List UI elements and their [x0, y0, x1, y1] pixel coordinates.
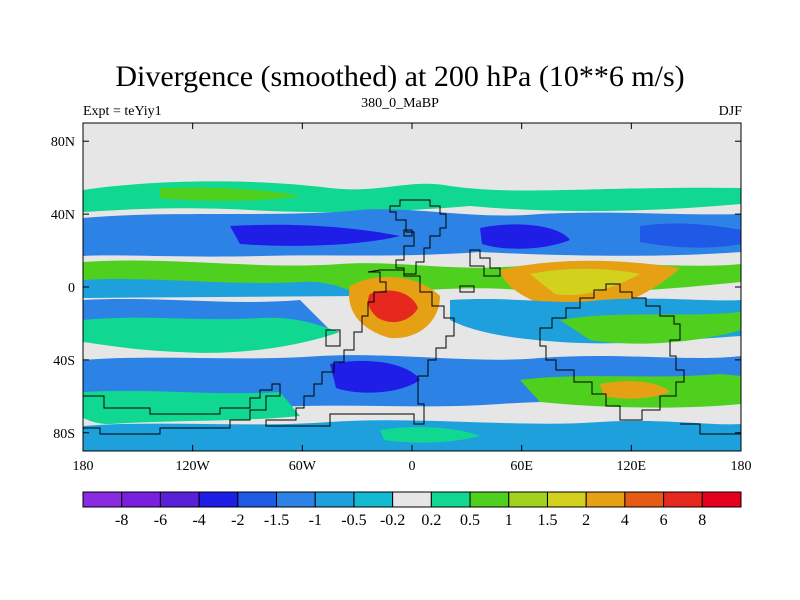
colorbar-swatch [198, 491, 239, 508]
colorbar-label: 0.5 [460, 512, 480, 529]
colorbar-label: 1 [505, 512, 513, 529]
colorbar-label: -0.2 [380, 512, 405, 529]
field-south-mid-negative-core [330, 360, 420, 393]
colorbar-swatch [701, 491, 742, 508]
colorbar-swatch [508, 491, 548, 508]
season-label: DJF [718, 104, 742, 119]
x-tick-label: 120W [176, 459, 211, 474]
y-tick-label: 40S [53, 354, 75, 369]
colorbar-swatch [624, 491, 665, 508]
x-tick-label: 60E [510, 459, 533, 474]
x-tick-label: 0 [409, 459, 416, 474]
x-tick-label: 60W [289, 459, 317, 474]
period-label: 380_0_MaBP [361, 96, 439, 111]
colorbar-swatch [663, 491, 703, 508]
colorbar-label: 8 [698, 512, 706, 529]
coastline-south-polar-east [680, 423, 741, 435]
colorbar-label: -2 [231, 512, 244, 529]
colorbar-swatch [585, 491, 626, 508]
y-tick-label: 80S [53, 427, 75, 442]
colorbar-label: 2 [582, 512, 590, 529]
colorbar-swatch [314, 491, 355, 508]
field-band-north-positive-strong [160, 187, 300, 201]
colorbar-swatch [237, 491, 278, 508]
colorbar-label: -1.5 [264, 512, 289, 529]
colorbar: -8 -6 -4 -2 -1.5 -1 -0.5 -0.2 0.2 0.5 1 1.5 2 4 6 8 [82, 491, 742, 529]
coastline-north-continent [389, 199, 447, 275]
colorbar-swatch [276, 491, 316, 508]
field-south-high-positive [83, 390, 300, 424]
field-band-north-negative-core [230, 224, 400, 246]
colorbar-swatch [82, 491, 123, 508]
field-band-north-negative-core-east [480, 224, 570, 249]
x-tick-label: 180 [731, 459, 752, 474]
colorbar-label: -8 [115, 512, 128, 529]
field-atlantic-positive-core [368, 290, 418, 323]
coastlines [83, 199, 741, 435]
colorbar-label: -4 [192, 512, 205, 529]
colorbar-label: 0.2 [421, 512, 441, 529]
y-tick-label: 40N [51, 208, 75, 223]
colorbar-label: -0.5 [341, 512, 366, 529]
x-axis: 180 120W 60W 0 60E 120E 180 [73, 123, 752, 474]
field-south-polar-positive [380, 427, 480, 443]
field-south-positive-east [560, 312, 741, 344]
y-tick-label: 0 [68, 281, 75, 296]
colorbar-swatch [353, 491, 394, 508]
colorbar-swatch [392, 491, 432, 508]
field-band-north-negative-core-far-east [640, 223, 741, 248]
colorbar-swatch [430, 491, 471, 508]
colorbar-swatch [469, 491, 510, 508]
colorbar-swatch [121, 491, 161, 508]
coastline-gondwana-west [265, 269, 455, 427]
field-south-high-positive-east-core [600, 381, 670, 399]
y-axis: 80N 40N 0 40S 80S [51, 135, 741, 442]
colorbar-label: 1.5 [537, 512, 557, 529]
colorbar-label: -6 [154, 512, 167, 529]
coastline-small-islands [325, 229, 501, 347]
experiment-label: Expt = teYiy1 [83, 104, 162, 119]
chart-title: Divergence (smoothed) at 200 hPa (10**6 … [115, 60, 685, 93]
field-band-equatorial-negative [83, 279, 360, 298]
colorbar-label: -1 [309, 512, 322, 529]
x-tick-label: 180 [73, 459, 94, 474]
x-tick-label: 120E [617, 459, 647, 474]
coastline-south-polar [83, 383, 281, 435]
coastline-gondwana-east [539, 283, 685, 421]
colorbar-label: 4 [621, 512, 629, 529]
field-south-positive [83, 317, 340, 353]
colorbar-swatch [546, 491, 587, 508]
field-equatorial-positive-east-inner [530, 268, 640, 296]
colorbar-swatch [159, 491, 200, 508]
field-band-north-positive [83, 181, 741, 213]
colorbar-label: 6 [660, 512, 668, 529]
y-tick-label: 80N [51, 135, 75, 150]
